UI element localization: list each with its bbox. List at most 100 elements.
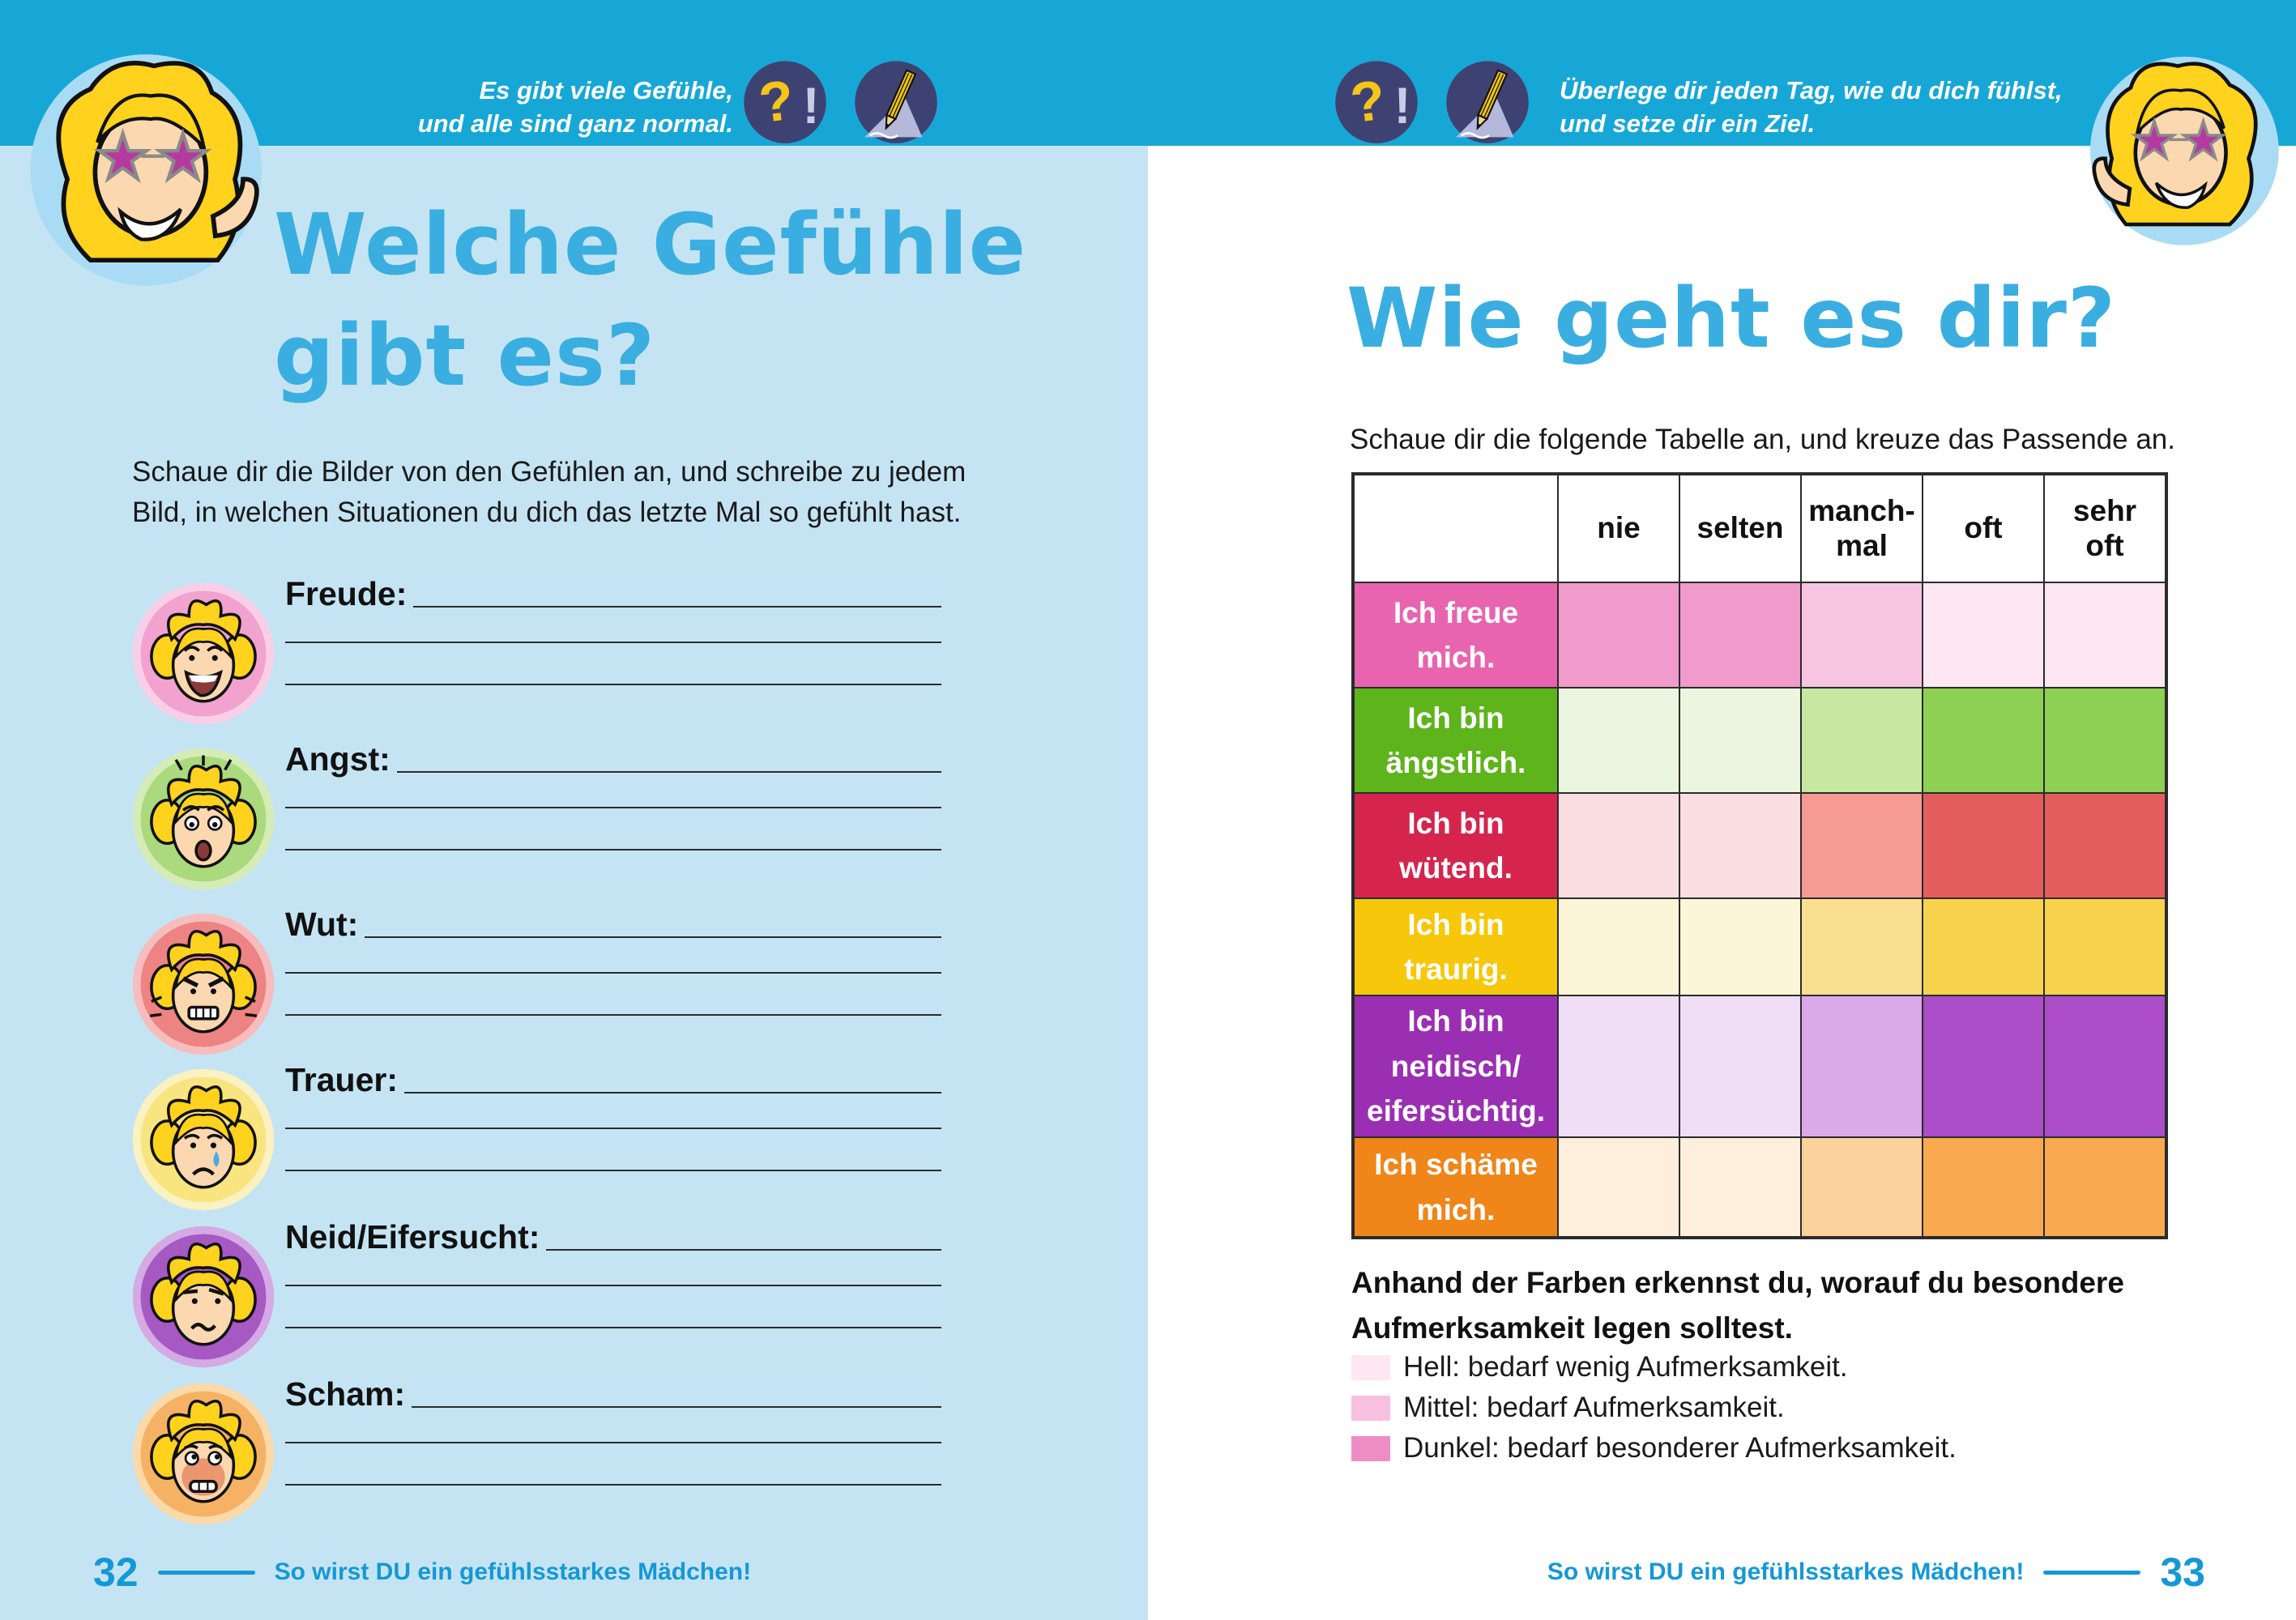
write-line[interactable] bbox=[546, 1223, 941, 1251]
table-corner-cell bbox=[1354, 475, 1558, 582]
emotion-label: Wut: bbox=[285, 906, 359, 944]
angst-face-icon bbox=[132, 748, 275, 890]
write-line[interactable] bbox=[285, 1408, 941, 1443]
emotion-block-freude: Freude: bbox=[131, 575, 941, 725]
hell-swatch bbox=[1351, 1354, 1390, 1380]
thumbs-up-hand bbox=[2092, 156, 2132, 207]
emotion-label: Scham: bbox=[285, 1375, 406, 1413]
table-cell[interactable] bbox=[1801, 582, 1923, 688]
table-cell[interactable] bbox=[1801, 793, 1923, 898]
legend-item-hell: Hell: bedarf wenig Aufmerksamkeit. bbox=[1351, 1351, 1848, 1383]
question-exclamation-icon: ? ! bbox=[1335, 61, 1418, 143]
table-cell[interactable] bbox=[1558, 1137, 1679, 1237]
write-line[interactable] bbox=[285, 1129, 941, 1171]
table-cell[interactable] bbox=[1923, 1137, 2044, 1237]
column-header-sehr-oft: sehr oft bbox=[2044, 475, 2166, 582]
table-cell[interactable] bbox=[1679, 1137, 1801, 1237]
table-row-traurig: Ich bin traurig. bbox=[1354, 898, 2166, 995]
write-line[interactable] bbox=[396, 745, 941, 773]
table-cell[interactable] bbox=[2044, 793, 2166, 898]
mittel-swatch bbox=[1351, 1395, 1390, 1421]
emotion-label: Freude: bbox=[285, 575, 408, 613]
table-cell[interactable] bbox=[1679, 688, 1801, 793]
legend-heading: Anhand der Farben erkennst du, worauf du… bbox=[1351, 1266, 2124, 1345]
write-line[interactable] bbox=[285, 1251, 941, 1286]
write-line[interactable] bbox=[285, 608, 941, 643]
top-banner bbox=[0, 0, 2296, 146]
column-header-manchmal: manch- mal bbox=[1801, 475, 1923, 582]
write-line[interactable] bbox=[404, 1066, 941, 1094]
write-line[interactable] bbox=[285, 974, 941, 1016]
legend-item-mittel: Mittel: bedarf Aufmerksamkeit. bbox=[1351, 1392, 1785, 1424]
emotion-block-angst: Angst: bbox=[131, 740, 941, 890]
table-cell[interactable] bbox=[1801, 995, 1923, 1137]
emotion-label: Neid/Eifersucht: bbox=[285, 1218, 540, 1256]
question-exclamation-icon: ? ! bbox=[744, 61, 826, 143]
pencil-icon bbox=[1446, 61, 1529, 143]
question-glyph: ? bbox=[756, 68, 797, 135]
table-row-neidisch: Ich bin neidisch/ eifersüchtig. bbox=[1354, 995, 2166, 1137]
table-cell[interactable] bbox=[2044, 995, 2166, 1137]
page-number: 33 bbox=[2160, 1550, 2205, 1595]
write-line[interactable] bbox=[413, 580, 941, 608]
emotion-label: Angst: bbox=[285, 740, 390, 778]
table-cell[interactable] bbox=[1923, 995, 2044, 1137]
table-cell[interactable] bbox=[1679, 995, 1801, 1137]
write-line[interactable] bbox=[285, 938, 941, 974]
exclamation-glyph: ! bbox=[1394, 78, 1411, 134]
write-line[interactable] bbox=[285, 808, 941, 850]
table-cell[interactable] bbox=[2044, 1137, 2166, 1237]
right-banner-quote: Überlege dir jeden Tag, wie du dich fühl… bbox=[1560, 76, 2063, 138]
emotion-block-neid: Neid/Eifersucht: bbox=[131, 1218, 941, 1368]
column-header-nie: nie bbox=[1558, 475, 1679, 582]
star-sunglasses-icon bbox=[2179, 116, 2227, 162]
table-cell[interactable] bbox=[1558, 793, 1679, 898]
star-sunglasses-icon bbox=[93, 127, 152, 184]
footer-label: So wirst DU ein gefühlsstarkes Mädchen! bbox=[274, 1558, 752, 1585]
exclamation-glyph: ! bbox=[803, 78, 820, 134]
table-cell[interactable] bbox=[1801, 688, 1923, 793]
row-label: Ich bin ängstlich. bbox=[1354, 688, 1558, 793]
write-line[interactable] bbox=[365, 910, 941, 938]
legend-text: Mittel: bedarf Aufmerksamkeit. bbox=[1403, 1392, 1785, 1423]
right-page-footer: So wirst DU ein gefühlsstarkes Mädchen! … bbox=[1547, 1549, 2205, 1596]
emotion-block-wut: Wut: bbox=[131, 906, 941, 1055]
table-cell[interactable] bbox=[1801, 1137, 1923, 1237]
left-page-intro: Schaue dir die Bilder von den Gefühlen a… bbox=[132, 456, 967, 528]
row-label: Ich schäme mich. bbox=[1354, 1137, 1558, 1237]
write-line[interactable] bbox=[412, 1380, 941, 1408]
write-line[interactable] bbox=[285, 773, 941, 808]
write-line[interactable] bbox=[285, 1443, 941, 1486]
question-glyph: ? bbox=[1347, 68, 1389, 135]
table-cell[interactable] bbox=[1558, 898, 1679, 995]
write-line[interactable] bbox=[285, 643, 941, 685]
table-cell[interactable] bbox=[1679, 898, 1801, 995]
write-line[interactable] bbox=[285, 1286, 941, 1328]
table-row-aengstlich: Ich bin ängstlich. bbox=[1354, 688, 2166, 793]
footer-dash bbox=[2043, 1570, 2141, 1575]
table-cell[interactable] bbox=[1923, 688, 2044, 793]
trauer-face-icon bbox=[132, 1068, 275, 1211]
write-line[interactable] bbox=[285, 1094, 941, 1129]
table-cell[interactable] bbox=[1923, 582, 2044, 688]
table-cell[interactable] bbox=[1558, 688, 1679, 793]
row-label: Ich freue mich. bbox=[1354, 582, 1558, 688]
table-cell[interactable] bbox=[1801, 898, 1923, 995]
footer-label: So wirst DU ein gefühlsstarkes Mädchen! bbox=[1547, 1558, 2025, 1585]
neid-face-icon bbox=[132, 1226, 275, 1368]
table-row-schaeme: Ich schäme mich. bbox=[1354, 1137, 2166, 1237]
table-cell[interactable] bbox=[1679, 793, 1801, 898]
table-cell[interactable] bbox=[1558, 582, 1679, 688]
table-cell[interactable] bbox=[2044, 582, 2166, 688]
emotion-block-scham: Scham: bbox=[131, 1375, 941, 1525]
table-cell[interactable] bbox=[1558, 995, 1679, 1137]
table-cell[interactable] bbox=[1679, 582, 1801, 688]
table-cell[interactable] bbox=[1923, 793, 2044, 898]
table-cell[interactable] bbox=[1923, 898, 2044, 995]
table-cell[interactable] bbox=[2044, 688, 2166, 793]
freude-face-icon bbox=[132, 582, 275, 725]
left-page-title: Welche Gefühle gibt es? bbox=[274, 195, 1027, 406]
table-cell[interactable] bbox=[2044, 898, 2166, 995]
feelings-table: nie selten manch- mal oft sehr oft Ich f… bbox=[1351, 472, 2168, 1239]
